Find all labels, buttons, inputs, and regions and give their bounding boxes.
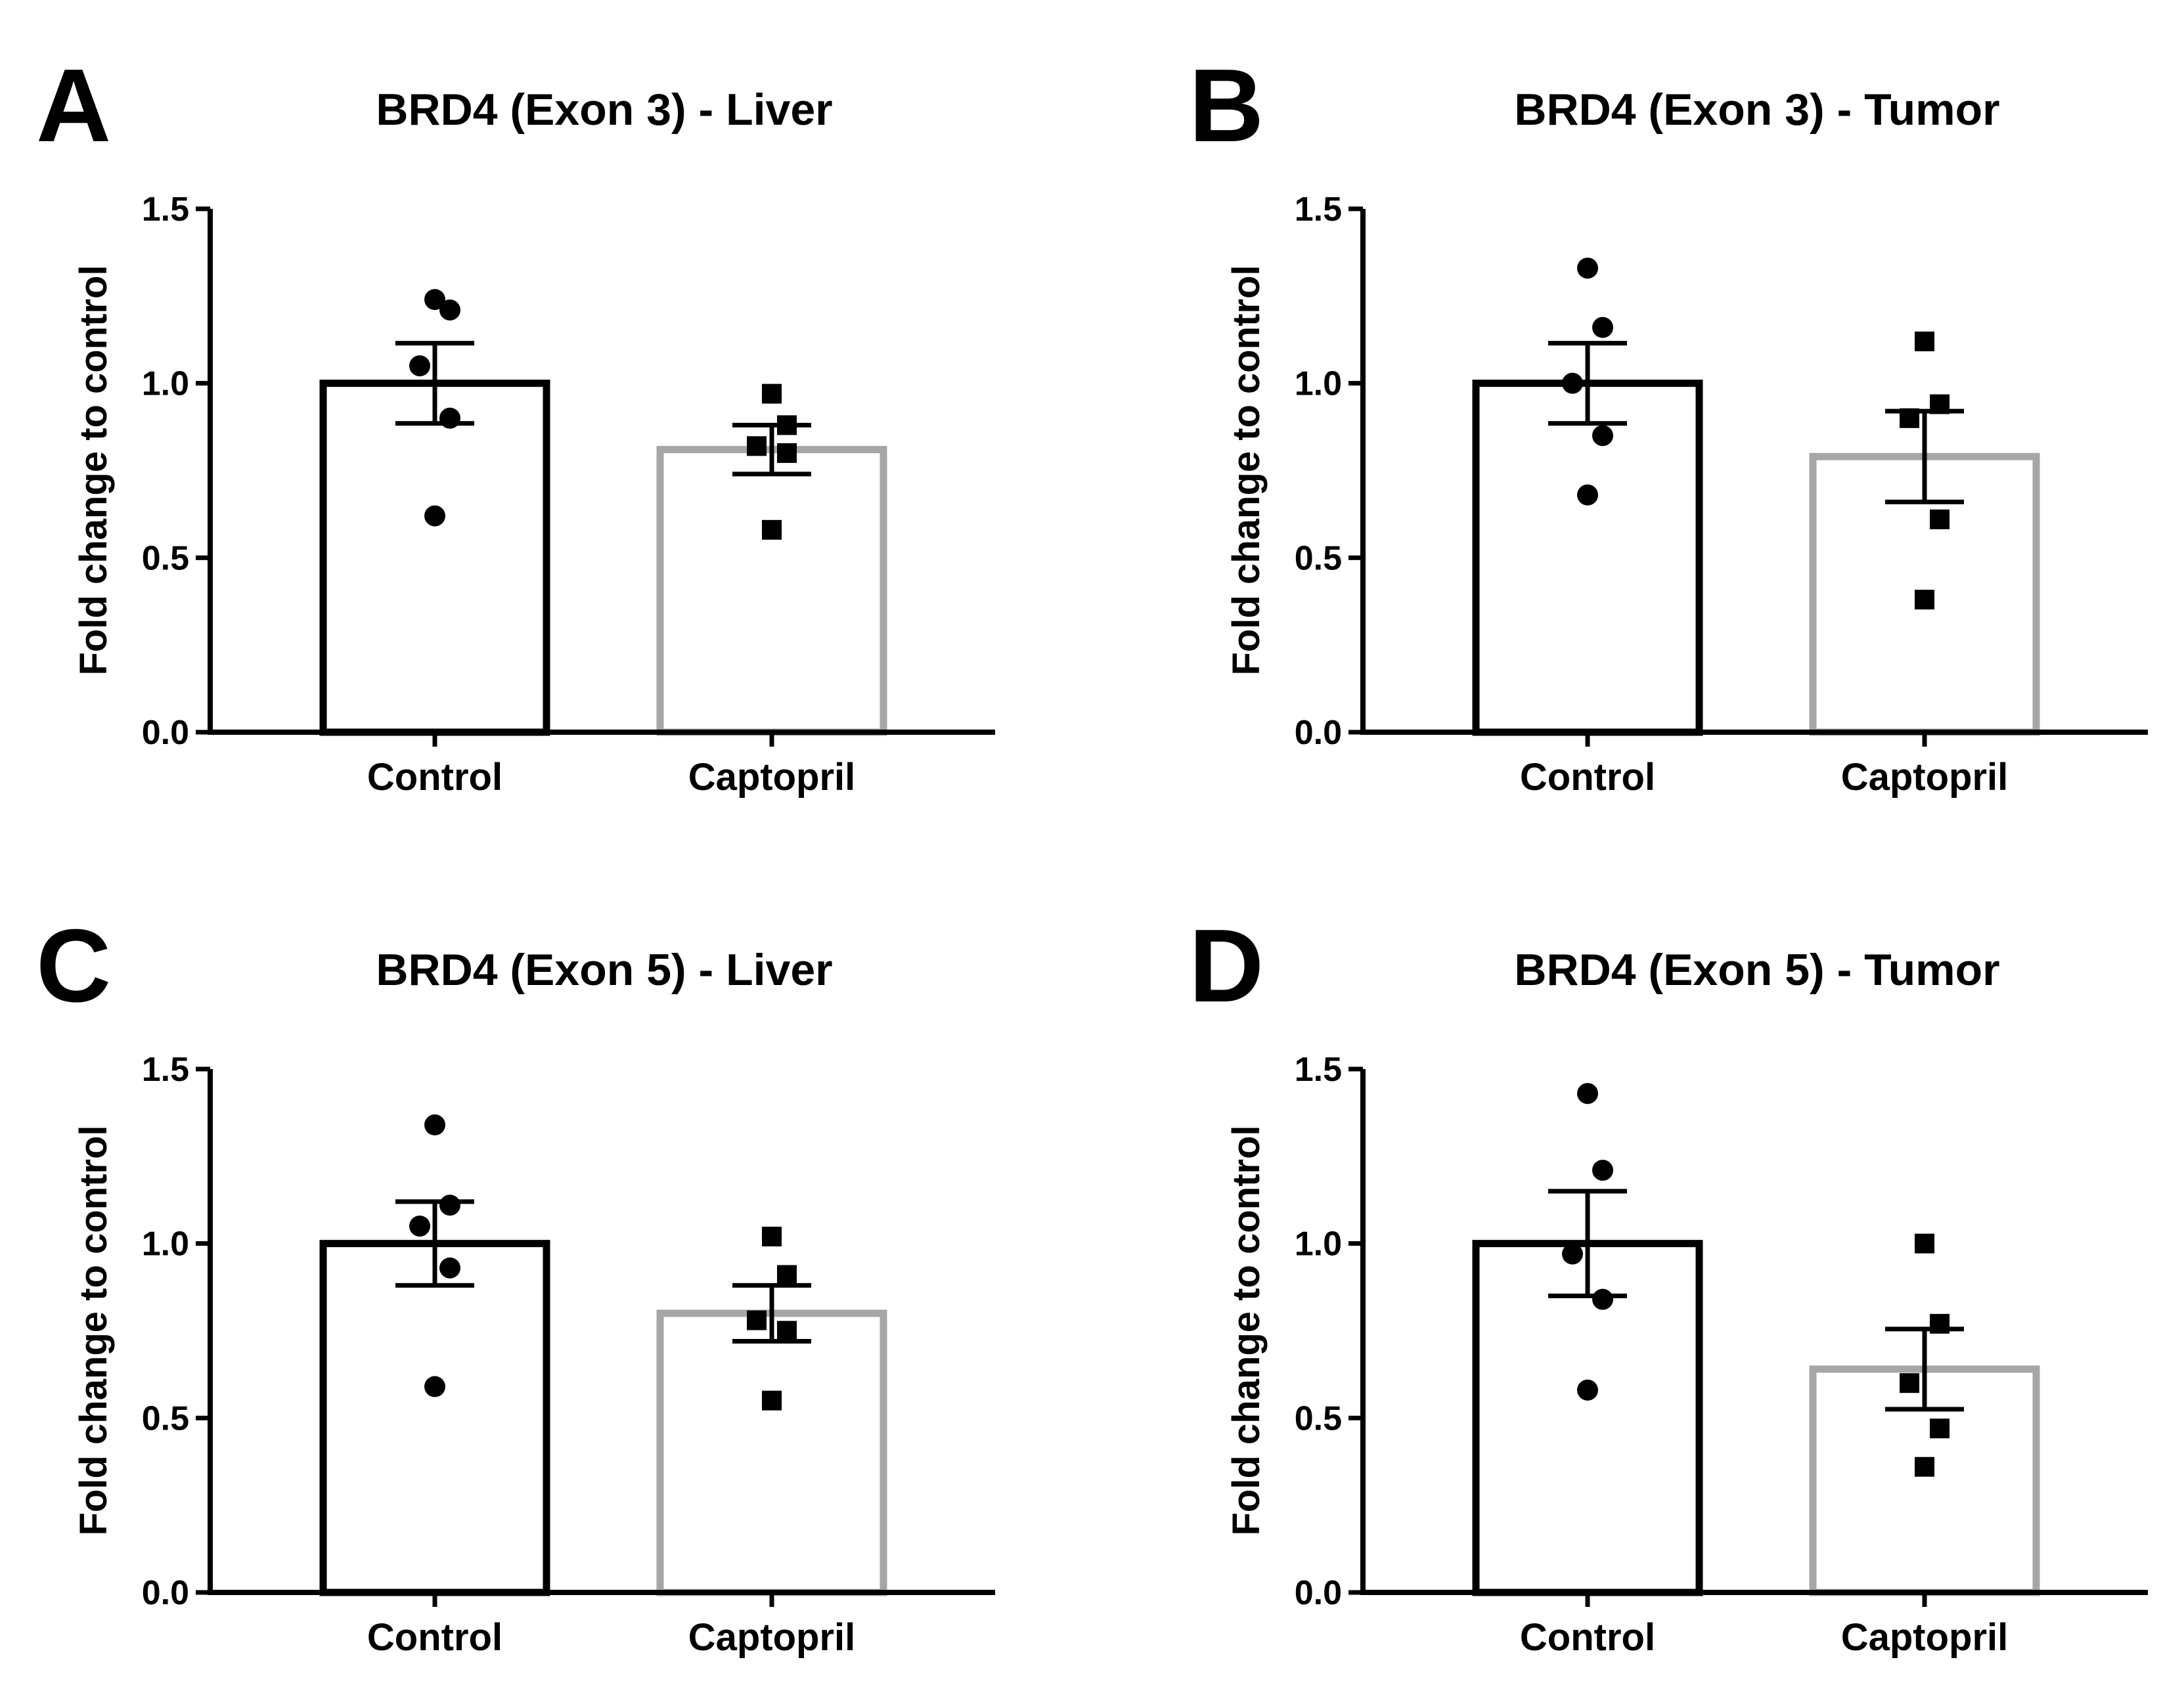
data-point — [1900, 1373, 1919, 1393]
data-point — [439, 299, 460, 321]
panel-a: A BRD4 (Exon 3) - Liver Fold change to con… — [36, 48, 995, 799]
data-point — [1915, 590, 1934, 610]
panel-letter: A — [36, 48, 111, 164]
y-tick-label: 1.0 — [142, 1225, 189, 1263]
data-point — [409, 1216, 430, 1237]
data-point — [1915, 331, 1934, 351]
bar — [656, 446, 887, 736]
y-tick-label: 1.0 — [142, 365, 189, 403]
data-point — [777, 1265, 797, 1285]
x-tick-label: Control — [367, 1616, 502, 1659]
x-tick-label: Captopril — [1841, 1616, 2009, 1659]
data-point — [424, 1114, 445, 1136]
data-point — [1562, 1243, 1583, 1265]
data-point — [439, 1257, 460, 1279]
data-point — [1592, 1160, 1613, 1181]
y-tick-label: 1.5 — [142, 1051, 189, 1089]
data-point — [762, 383, 782, 404]
y-tick-label: 0.0 — [142, 1574, 189, 1612]
x-tick-label: Captopril — [688, 1616, 856, 1659]
y-tick-label: 0.0 — [1295, 1574, 1342, 1612]
y-tick-label: 0.5 — [142, 1399, 189, 1437]
x-tick-label: Control — [1520, 1616, 1655, 1659]
data-point — [439, 1194, 460, 1216]
y-axis-label: Fold change to control — [72, 265, 115, 675]
bar — [1472, 380, 1703, 736]
y-tick-label: 0.5 — [142, 539, 189, 577]
panel-letter: C — [36, 908, 111, 1024]
data-point — [1562, 372, 1583, 394]
x-tick-label: Captopril — [688, 756, 856, 799]
x-tick-label: Control — [367, 756, 502, 799]
x-tick-label: Captopril — [1841, 756, 2009, 799]
chart-title: BRD4 (Exon 3) - Liver — [376, 85, 832, 135]
panel-b: B BRD4 (Exon 3) - Tumor Fold change to con… — [1189, 48, 2148, 799]
y-tick-label: 0.0 — [142, 714, 189, 752]
data-point — [762, 1227, 782, 1247]
y-tick-label: 1.5 — [142, 190, 189, 229]
data-point — [1592, 317, 1613, 338]
y-tick-label: 1.5 — [1295, 190, 1342, 229]
y-tick-label: 0.5 — [1295, 539, 1342, 577]
panel-c: C BRD4 (Exon 5) - Liver Fold change to con… — [36, 908, 995, 1659]
y-tick-label: 1.0 — [1295, 365, 1342, 403]
data-point — [747, 436, 767, 456]
chart-title: BRD4 (Exon 3) - Tumor — [1514, 85, 1999, 135]
chart-title: BRD4 (Exon 5) - Tumor — [1514, 945, 1999, 995]
data-point — [424, 289, 445, 311]
y-tick-label: 0.0 — [1295, 714, 1342, 752]
data-point — [1592, 1288, 1613, 1310]
bar — [656, 1309, 887, 1596]
data-point — [424, 505, 445, 527]
data-point — [1577, 484, 1598, 506]
y-axis-label: Fold change to control — [1225, 1125, 1268, 1535]
y-tick-label: 1.5 — [1295, 1051, 1342, 1089]
y-tick-label: 1.0 — [1295, 1225, 1342, 1263]
data-point — [1930, 1418, 1950, 1439]
bar — [319, 380, 550, 736]
y-tick-label: 0.5 — [1295, 1399, 1342, 1437]
y-axis-label: Fold change to control — [1225, 265, 1268, 675]
data-point — [1592, 425, 1613, 447]
data-point — [1577, 1379, 1598, 1401]
data-point — [424, 1376, 445, 1397]
data-point — [762, 1390, 782, 1411]
data-point — [777, 443, 797, 463]
data-point — [1930, 1313, 1950, 1334]
data-point — [1577, 1083, 1598, 1105]
data-point — [1930, 394, 1950, 414]
data-point — [439, 407, 460, 429]
data-point — [1915, 1233, 1934, 1254]
data-point — [1900, 408, 1919, 428]
data-point — [1930, 509, 1950, 529]
data-point — [1577, 257, 1598, 279]
x-tick-label: Control — [1520, 756, 1655, 799]
panel-letter: B — [1189, 48, 1264, 164]
y-axis-label: Fold change to control — [72, 1125, 115, 1535]
chart-title: BRD4 (Exon 5) - Liver — [376, 945, 832, 995]
data-point — [1915, 1457, 1934, 1477]
data-point — [747, 1310, 767, 1330]
data-point — [777, 415, 797, 435]
data-point — [762, 519, 782, 540]
bar — [319, 1240, 550, 1596]
panel-letter: D — [1189, 908, 1264, 1024]
data-point — [777, 1321, 797, 1341]
panel-d: D BRD4 (Exon 5) - Tumor Fold change to con… — [1189, 908, 2148, 1659]
data-point — [409, 355, 430, 377]
